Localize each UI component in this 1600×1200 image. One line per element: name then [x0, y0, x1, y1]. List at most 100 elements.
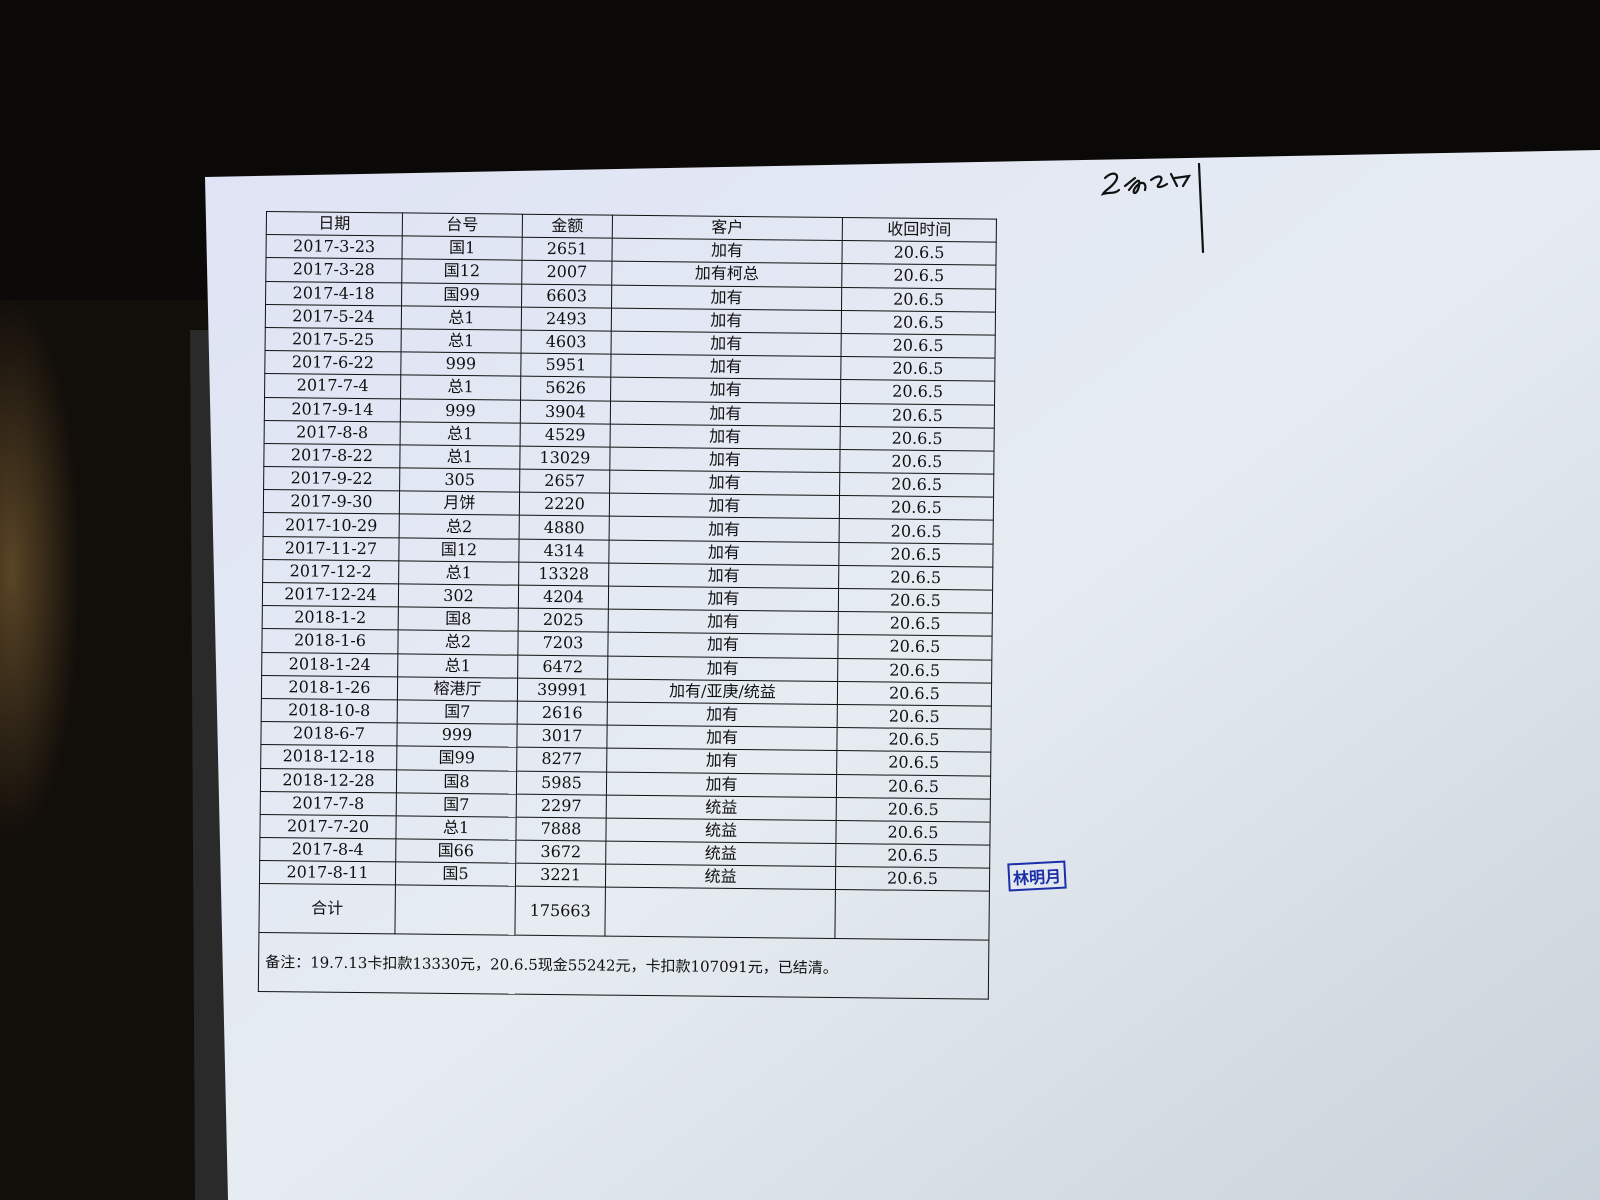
cell-return-date: 20.6.5: [839, 472, 994, 498]
cell-table-no: 总1: [401, 328, 522, 354]
cell-return-date: 20.6.5: [841, 240, 997, 266]
cell-customer: 加有: [611, 307, 842, 334]
cell-return-date: 20.6.5: [837, 658, 992, 683]
cell-return-date: 20.6.5: [835, 866, 990, 892]
cell-customer: 加有: [611, 284, 842, 311]
cell-amount: 3017: [516, 724, 608, 749]
cell-table-no: 总2: [397, 630, 519, 655]
cell-amount: 6603: [521, 283, 612, 308]
cell-customer: 加有: [607, 655, 838, 682]
cell-customer: 加有: [608, 539, 840, 566]
cell-date: 2017-8-8: [264, 420, 401, 445]
cell-customer: 加有: [606, 771, 837, 798]
note-row: 备注：19.7.13卡扣款13330元，20.6.5现金55242元，卡扣款10…: [258, 932, 989, 1000]
cell-amount: 2657: [519, 469, 610, 494]
cell-customer: 加有: [608, 609, 839, 635]
cell-return-date: 20.6.5: [838, 542, 994, 567]
header-table-no: 台号: [402, 212, 523, 238]
cell-table-no: 302: [398, 583, 519, 609]
cell-date: 2017-8-22: [263, 443, 401, 468]
cell-table-no: 国99: [401, 282, 522, 307]
cell-amount: 3672: [515, 840, 606, 865]
cell-customer: 加有: [608, 562, 839, 589]
total-empty-cell: [834, 889, 990, 941]
header-return-date: 收回时间: [842, 217, 997, 243]
cell-return-date: 20.6.5: [839, 518, 994, 544]
cell-date: 2017-12-2: [262, 559, 399, 584]
header-amount: 金额: [522, 214, 613, 239]
cell-customer: 加有: [607, 702, 838, 728]
cell-customer: 统益: [605, 817, 837, 844]
cell-amount: 4603: [521, 330, 612, 355]
cell-table-no: 国12: [401, 259, 522, 284]
name-stamp: 林明月: [1007, 860, 1067, 892]
total-empty-cell: [394, 885, 516, 936]
total-label: 合计: [258, 883, 396, 935]
cell-customer: 加有: [606, 725, 838, 751]
cell-amount: 4204: [518, 585, 609, 610]
cell-customer: 加有: [607, 632, 839, 659]
cell-return-date: 20.6.5: [838, 565, 993, 591]
cell-customer: 加有: [609, 493, 840, 519]
cell-date: 2018-1-6: [261, 628, 399, 654]
cell-return-date: 20.6.5: [836, 750, 991, 776]
cell-table-no: 国8: [398, 607, 519, 632]
cell-amount: 5985: [516, 770, 607, 795]
folder-edge: [190, 330, 230, 1200]
cell-amount: 7888: [515, 817, 607, 842]
handwritten-signature: [1100, 162, 1205, 254]
cell-date: 2017-3-23: [266, 234, 403, 260]
cell-customer: 加有: [611, 331, 842, 357]
cell-date: 2018-1-24: [261, 652, 398, 677]
cell-return-date: 20.6.5: [836, 797, 991, 822]
cell-amount: 2616: [517, 701, 608, 726]
cell-date: 2018-6-7: [260, 721, 398, 747]
cell-date: 2017-9-22: [263, 466, 400, 492]
cell-return-date: 20.6.5: [839, 449, 995, 475]
cell-date: 2017-11-27: [262, 536, 400, 561]
cell-amount: 5951: [520, 353, 612, 378]
cell-customer: 加有: [609, 470, 840, 496]
cell-table-no: 国5: [395, 862, 516, 887]
cell-return-date: 20.6.5: [839, 495, 994, 521]
cell-table-no: 国66: [395, 838, 516, 864]
cell-return-date: 20.6.5: [840, 379, 995, 405]
cell-return-date: 20.6.5: [836, 774, 991, 799]
cell-amount: 2025: [518, 608, 609, 633]
cell-date: 2018-1-26: [261, 675, 398, 700]
cell-return-date: 20.6.5: [836, 727, 992, 753]
cell-amount: 2297: [516, 793, 607, 818]
cell-customer: 加有: [610, 423, 841, 450]
total-amount: 175663: [514, 886, 606, 937]
cell-customer: 加有/亚庚/统益: [607, 678, 838, 705]
payment-table: 日期 台号 金额 客户 收回时间 2017-3-23 国1 2651 加有 20.6.5…: [258, 211, 997, 1000]
cell-return-date: 20.6.5: [841, 263, 996, 289]
cell-customer: 统益: [605, 864, 836, 890]
cell-customer: 加有: [609, 516, 840, 543]
cell-table-no: 总1: [398, 560, 519, 586]
cell-amount: 2493: [521, 306, 612, 332]
cell-date: 2017-9-14: [264, 396, 401, 422]
cell-table-no: 999: [396, 723, 518, 748]
cell-return-date: 20.6.5: [835, 843, 990, 869]
cell-amount: 4314: [518, 538, 610, 563]
cell-return-date: 20.6.5: [838, 611, 993, 637]
cell-date: 2018-1-2: [262, 605, 399, 631]
cell-date: 2018-10-8: [261, 698, 398, 724]
cell-table-no: 总1: [399, 444, 521, 470]
cell-customer: 加有: [608, 586, 839, 612]
cell-date: 2017-7-8: [260, 791, 397, 816]
cell-amount: 39991: [517, 677, 608, 703]
cell-date: 2017-12-24: [262, 582, 399, 608]
cell-table-no: 榕港厅: [397, 676, 518, 702]
cell-amount: 3904: [520, 399, 611, 424]
cell-amount: 3221: [515, 863, 606, 888]
cell-amount: 6472: [517, 654, 608, 679]
cell-table-no: 总1: [400, 375, 521, 400]
cell-amount: 5626: [520, 376, 611, 401]
cell-return-date: 20.6.5: [835, 820, 991, 846]
cell-amount: 13328: [518, 561, 609, 587]
cell-date: 2017-5-24: [265, 304, 402, 329]
cell-date: 2017-7-20: [259, 814, 397, 839]
